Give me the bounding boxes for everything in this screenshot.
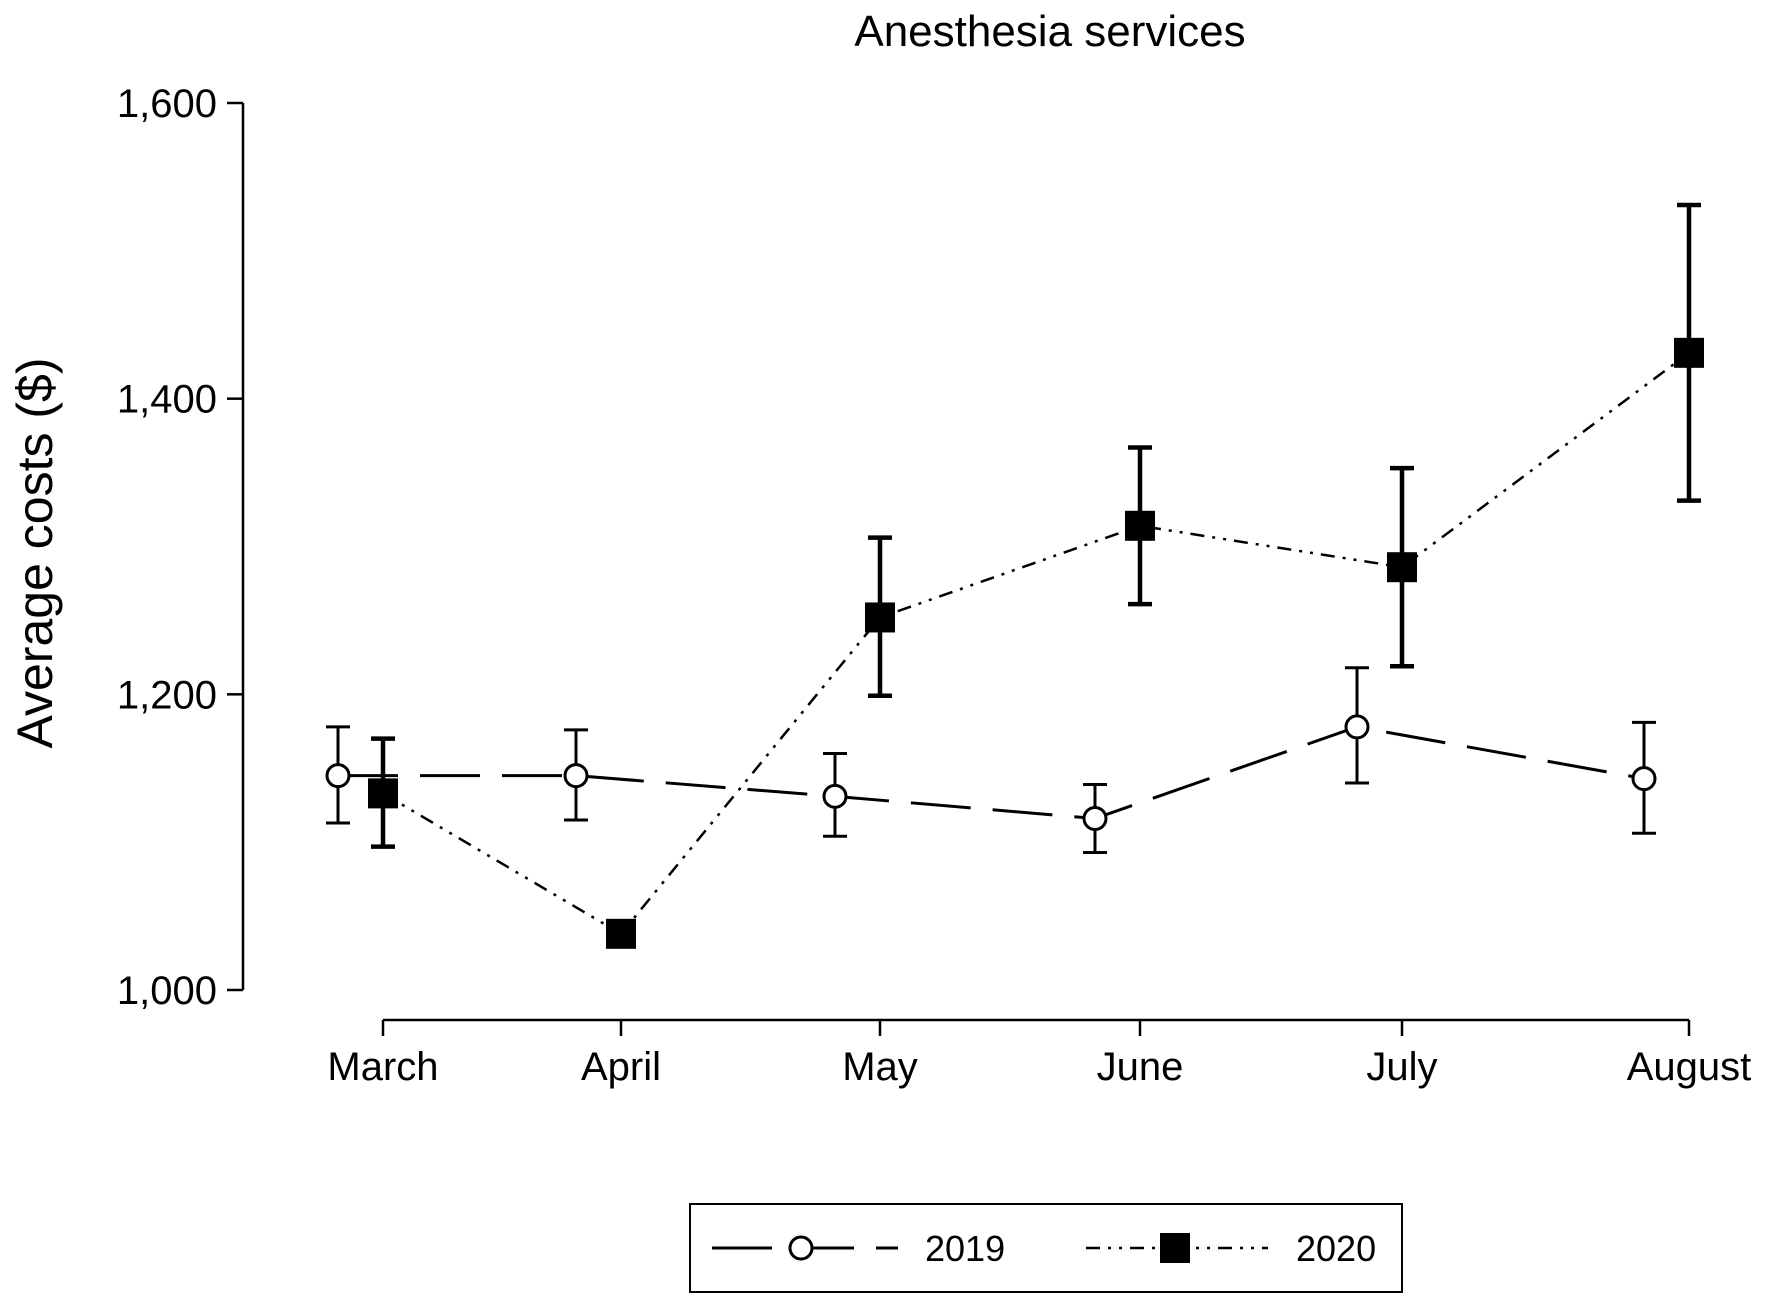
y-axis-label: Average costs ($)	[7, 358, 63, 749]
data-point	[368, 778, 398, 809]
legend: 2019 2020	[689, 1203, 1403, 1293]
x-tick-label: March	[327, 1045, 438, 1089]
x-tick-label: April	[581, 1045, 661, 1089]
y-tick-label: 1,600	[117, 82, 217, 126]
data-point	[1631, 766, 1657, 792]
y-tick-label: 1,400	[117, 378, 217, 422]
x-tick-label: August	[1627, 1045, 1752, 1089]
series-line-2020	[382, 351, 1690, 936]
series-line-2019	[338, 725, 1645, 821]
data-point	[325, 763, 351, 789]
legend-label-2020: 2020	[1296, 1228, 1376, 1269]
data-point	[1082, 806, 1108, 832]
y-ticks: 1,000 1,200 1,400 1,600	[117, 82, 243, 1013]
legend-marker	[1160, 1233, 1190, 1263]
data-point	[1125, 510, 1155, 541]
legend-swatch-2020	[1086, 1233, 1268, 1263]
x-tick-label: May	[842, 1045, 918, 1089]
data-point	[1387, 552, 1417, 583]
data-point	[606, 918, 636, 949]
legend-marker	[788, 1235, 814, 1261]
data-point	[822, 783, 848, 809]
series-layer	[325, 202, 1704, 949]
y-tick-label: 1,200	[117, 673, 217, 717]
x-tick-label: July	[1366, 1045, 1437, 1089]
x-ticks: March April May June July August	[327, 1020, 1751, 1089]
legend-swatch-2019	[712, 1235, 898, 1261]
data-point	[1344, 714, 1370, 740]
data-point	[1674, 337, 1704, 368]
chart-title: Anesthesia services	[854, 7, 1245, 56]
data-point	[563, 763, 589, 789]
x-tick-label: June	[1097, 1045, 1184, 1089]
series-2019	[325, 666, 1657, 855]
y-tick-label: 1,000	[117, 969, 217, 1013]
legend-label-2019: 2019	[925, 1228, 1005, 1269]
data-point	[865, 602, 895, 633]
series-2020	[368, 202, 1704, 949]
